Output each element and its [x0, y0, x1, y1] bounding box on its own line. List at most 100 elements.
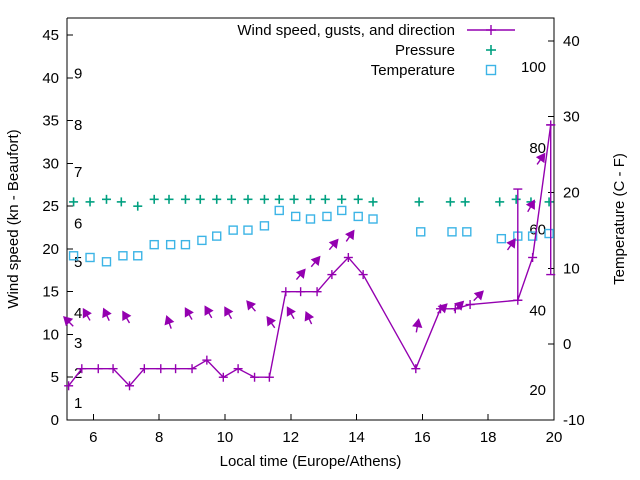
y-axis-title: Wind speed (kn - Beaufort) [5, 129, 22, 308]
y2-tick-label: 10 [563, 260, 580, 277]
wind-direction-arrow [224, 306, 234, 320]
x-tick-label: 8 [155, 429, 163, 446]
temperature-point [368, 214, 378, 224]
fahrenheit-label: 100 [521, 59, 546, 76]
wind-direction-arrow [328, 238, 339, 251]
wind-direction-arrow [82, 307, 92, 321]
wind-speed-series [64, 120, 556, 391]
x-axis-ticks: 6 8 10 12 14 16 18 20 [89, 414, 562, 446]
wind-direction-arrow [453, 300, 465, 312]
temperature-point [68, 251, 79, 261]
y-tick-label: 15 [42, 284, 59, 301]
arrow-head [525, 199, 535, 210]
arrow-head [286, 306, 296, 317]
beaufort-label: 5 [74, 254, 82, 271]
temperature-point [322, 211, 332, 222]
arrow-head [295, 268, 306, 279]
wind-direction-arrow [345, 229, 355, 242]
wind-direction-arrow [204, 305, 214, 319]
arrow-head [224, 306, 234, 317]
y2-tick-label: 0 [563, 336, 571, 353]
y2-tick-label: 40 [563, 33, 580, 50]
beaufort-label: 6 [74, 215, 82, 232]
temperature-point [353, 211, 363, 222]
arrow-head [437, 303, 448, 314]
fahrenheit-label: 80 [529, 140, 546, 157]
y-tick-label: 35 [42, 113, 59, 130]
arrow-head [328, 238, 339, 249]
temperature-point [197, 235, 207, 246]
wind-direction-arrow [102, 307, 112, 321]
x-tick-label: 14 [348, 429, 365, 446]
beaufort-label: 9 [74, 66, 82, 83]
x-tick-label: 6 [89, 429, 97, 446]
temperature-point [228, 225, 238, 235]
temperature-point [133, 251, 143, 261]
temperature-point [337, 205, 347, 216]
x-axis-title: Local time (Europe/Athens) [220, 453, 402, 470]
arrow-head [304, 311, 315, 322]
wind-direction-arrow [266, 316, 276, 329]
y-tick-label: 0 [51, 412, 59, 429]
wind-direction-arrow [437, 303, 448, 314]
legend-label: Wind speed, gusts, and direction [237, 22, 455, 39]
wind-direction-arrow [535, 152, 546, 165]
arrow-head [535, 152, 546, 164]
y-axis-ticks: 0 5 10 15 20 25 30 35 40 45 [42, 27, 73, 429]
temperature-point [290, 211, 301, 222]
arrow-head [266, 316, 276, 327]
x-tick-label: 16 [414, 429, 431, 446]
arrow-head [473, 290, 484, 301]
chart-legend: Wind speed, gusts, and direction Pressure… [237, 22, 515, 79]
arrow-head [412, 318, 423, 329]
arrow-head [122, 310, 132, 322]
legend-marker-sample [485, 64, 497, 76]
wind-direction-arrow [304, 311, 315, 325]
temperature-point [118, 251, 128, 261]
wind-direction-arrow [184, 307, 194, 320]
wind-direction-arrow [473, 290, 484, 302]
wind-direction-arrow [412, 318, 423, 333]
x-tick-label: 18 [480, 429, 497, 446]
legend-label: Temperature [371, 62, 455, 79]
arrow-head [82, 307, 92, 319]
y-tick-label: 30 [42, 155, 59, 172]
x-tick-label: 12 [282, 429, 299, 446]
wind-direction-arrow [63, 316, 74, 327]
arrow-head [310, 255, 321, 267]
wind-direction-arrow [310, 255, 321, 268]
temperature-series [68, 205, 554, 267]
wind-direction-arrow [525, 199, 535, 213]
arrow-head [506, 238, 516, 249]
wind-direction-arrow [122, 310, 132, 324]
y-tick-label: 25 [42, 198, 59, 215]
wind-direction-arrow [295, 268, 306, 281]
temperature-point [85, 252, 95, 263]
arrow-head [184, 307, 194, 318]
temperature-point [447, 227, 457, 237]
temperature-point [212, 231, 222, 241]
y2-tick-label: -10 [563, 412, 585, 429]
arrow-head [63, 316, 74, 327]
fahrenheit-scale-labels: 20 40 60 80 100 [521, 59, 546, 399]
y2-tick-label: 30 [563, 109, 580, 126]
beaufort-label: 8 [74, 117, 82, 134]
wind-direction-arrows [63, 152, 546, 333]
temperature-point [259, 221, 270, 231]
fahrenheit-label: 40 [529, 303, 546, 320]
wind-direction-arrow [246, 300, 257, 312]
beaufort-label: 4 [74, 305, 82, 322]
fahrenheit-label: 20 [529, 382, 546, 399]
arrow-head [204, 305, 214, 316]
temperature-point [416, 227, 426, 237]
temperature-point [180, 239, 191, 250]
y-tick-label: 40 [42, 70, 59, 87]
wind-direction-arrow [286, 306, 296, 320]
temperature-point [496, 233, 507, 244]
y2-axis-ticks: -10 0 10 20 30 40 [548, 33, 585, 429]
y-tick-label: 5 [51, 369, 59, 386]
temperature-point [544, 228, 554, 239]
beaufort-label: 1 [74, 395, 82, 412]
